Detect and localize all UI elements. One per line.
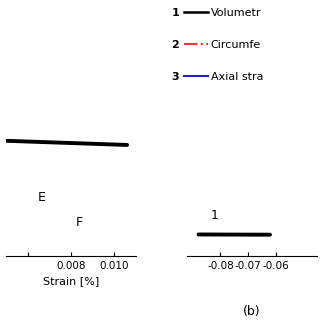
- Text: Volumetr: Volumetr: [211, 8, 261, 18]
- Text: E: E: [38, 190, 45, 204]
- Text: 3: 3: [171, 72, 179, 82]
- Text: 1: 1: [211, 209, 219, 222]
- X-axis label: Strain [%]: Strain [%]: [43, 276, 99, 286]
- Text: Circumfe: Circumfe: [211, 40, 261, 50]
- Text: F: F: [76, 216, 83, 229]
- Text: (b): (b): [243, 305, 261, 318]
- Text: 1: 1: [171, 8, 179, 18]
- Text: 2: 2: [171, 40, 179, 50]
- Text: Axial stra: Axial stra: [211, 72, 263, 82]
